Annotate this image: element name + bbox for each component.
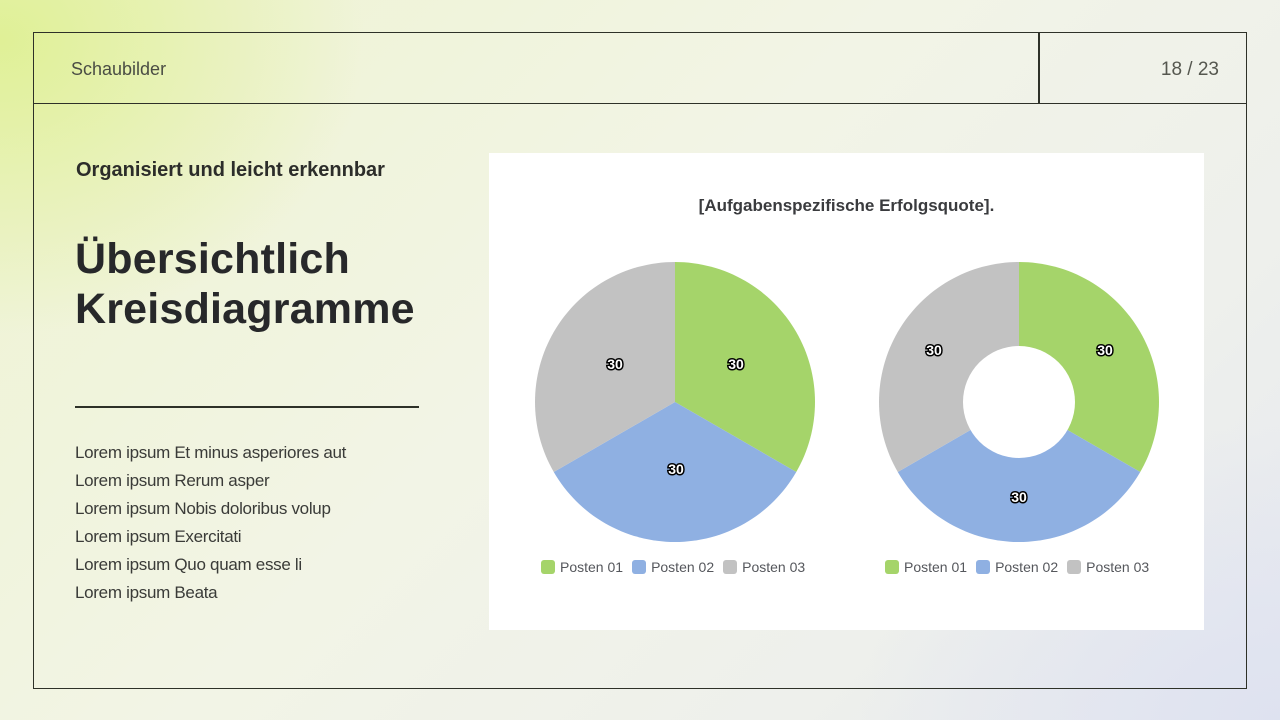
eyebrow-subtitle: Organisiert und leicht erkennbar	[76, 159, 385, 181]
donut-label-posten-01: 30	[1097, 342, 1113, 358]
legend-swatch-icon	[723, 560, 738, 574]
pie-label-posten-01: 30	[728, 356, 744, 372]
text-list: Lorem ipsum Et minus asperiores aut Lore…	[75, 439, 346, 607]
donut-label-posten-02: 30	[1011, 489, 1027, 505]
chart-title: [Aufgabenspezifische Erfolgsquote].	[698, 196, 995, 215]
pie-label-posten-02: 30	[668, 461, 684, 477]
pie-label-posten-03: 30	[607, 356, 623, 372]
page-title-line-2: Kreisdiagramme	[75, 285, 415, 333]
list-item: Lorem ipsum Rerum asper	[75, 471, 270, 490]
list-item: Lorem ipsum Quo quam esse li	[75, 555, 302, 574]
pie-slice-posten-03[interactable]	[535, 262, 675, 472]
legend-swatch-icon	[541, 560, 555, 574]
legend-item-posten-01[interactable]: Posten 01	[885, 559, 967, 575]
chart-card: [Aufgabenspezifische Erfolgsquote]. 30 3…	[489, 153, 1204, 630]
header-divider	[1038, 33, 1040, 104]
legend-item-posten-03[interactable]: Posten 03	[1067, 559, 1149, 575]
list-item: Lorem ipsum Et minus asperiores aut	[75, 443, 347, 462]
charts-canvas: 30 30 30 30 30 30	[535, 262, 1159, 542]
legend-swatch-icon	[885, 560, 899, 574]
legend-swatch-icon	[1067, 560, 1082, 574]
legend-item-posten-01[interactable]: Posten 01	[541, 559, 623, 575]
legend-label: Posten 01	[904, 559, 968, 575]
legend-label: Posten 03	[742, 559, 806, 575]
section-label: Schaubilder	[71, 59, 167, 79]
legend-label: Posten 01	[560, 559, 624, 575]
legend-label: Posten 02	[995, 559, 1059, 575]
pie-slice-posten-01[interactable]	[675, 262, 815, 472]
pie-slice-posten-02[interactable]	[553, 402, 797, 542]
list-item: Lorem ipsum Nobis doloribus volup	[75, 499, 331, 518]
pie-legend: Posten 01 Posten 02 Posten 03	[541, 559, 805, 575]
divider-rule	[75, 406, 419, 408]
legend-label: Posten 03	[1086, 559, 1150, 575]
legend-item-posten-02[interactable]: Posten 02	[632, 559, 714, 575]
list-item: Lorem ipsum Exercitati	[75, 527, 242, 546]
pie-chart: 30 30 30	[535, 262, 815, 542]
legend-label: Posten 02	[651, 559, 715, 575]
donut-chart: 30 30 30	[879, 262, 1159, 542]
donut-slice-posten-02[interactable]	[897, 402, 1141, 542]
page-counter: 18 / 23	[1160, 59, 1219, 80]
donut-hole	[963, 346, 1075, 458]
donut-label-posten-03: 30	[926, 342, 942, 358]
legend-item-posten-02[interactable]: Posten 02	[976, 559, 1058, 575]
legend-swatch-icon	[976, 560, 991, 574]
slide-header: Schaubilder 18 / 23	[34, 33, 1246, 104]
slide-frame: Schaubilder 18 / 23	[33, 32, 1247, 689]
donut-legend: Posten 01 Posten 02 Posten 03	[885, 559, 1149, 575]
page-title-line-1: Übersichtlich	[75, 235, 351, 283]
legend-swatch-icon	[632, 560, 647, 574]
list-item: Lorem ipsum Beata	[75, 583, 218, 602]
page-title: Übersichtlich Kreisdiagramme	[75, 234, 415, 334]
legend-item-posten-03[interactable]: Posten 03	[723, 559, 805, 575]
